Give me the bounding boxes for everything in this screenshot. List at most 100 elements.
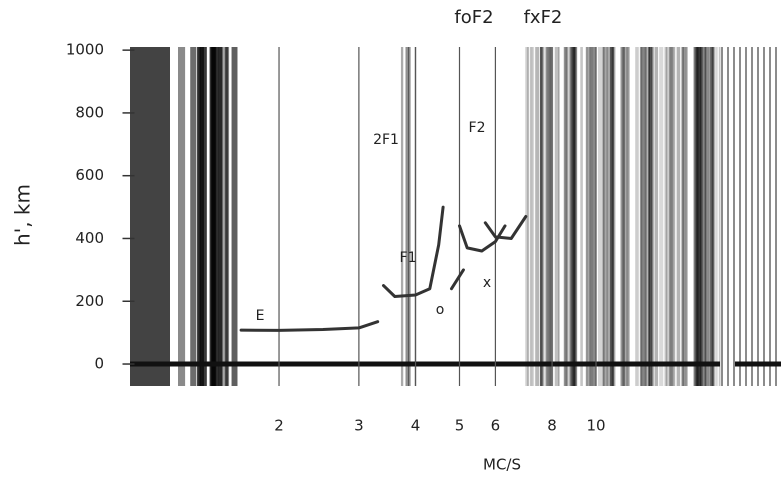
noise-stripe — [642, 47, 646, 386]
noise-stripe — [703, 47, 708, 386]
noise-stripe — [669, 47, 673, 386]
noise-stripe — [648, 47, 653, 386]
noise-stripe — [651, 47, 655, 386]
noise-stripe — [573, 47, 577, 386]
noise-stripe — [654, 47, 659, 386]
y-tick-label: 200 — [75, 292, 104, 310]
noise-stripe — [545, 47, 550, 386]
noise-stripe — [701, 47, 704, 386]
noise-stripe — [564, 47, 569, 386]
noise-stripe — [622, 47, 626, 386]
noise-stripe — [546, 47, 548, 386]
noise-stripe — [708, 47, 711, 386]
noise-stripe — [597, 47, 603, 386]
noise-stripe — [540, 47, 545, 386]
noise-stripe — [697, 47, 702, 386]
noise-stripe — [539, 47, 544, 386]
noise-stripe — [681, 47, 684, 386]
noise-stripe — [554, 47, 560, 386]
noise-stripe — [573, 47, 578, 386]
noise-stripe — [540, 47, 543, 386]
trace — [382, 205, 445, 298]
noise-stripe — [700, 47, 703, 386]
noise-stripe — [718, 47, 721, 386]
noise-stripe — [646, 47, 650, 386]
x-tick-label: 10 — [586, 417, 605, 435]
noise-stripe — [693, 47, 698, 386]
noise-stripe — [224, 47, 228, 386]
trace — [483, 215, 528, 240]
noise-stripe — [546, 47, 551, 386]
noise-stripe — [711, 47, 714, 386]
y-axis-label: h', km — [11, 184, 35, 246]
noise-stripe — [547, 47, 552, 386]
noise-stripe — [602, 47, 605, 386]
noise-stripe — [548, 47, 551, 386]
noise-stripe — [672, 47, 676, 386]
noise-stripe — [199, 47, 204, 386]
noise-stripe — [694, 47, 699, 386]
noise-stripe — [609, 47, 613, 386]
noise-stripe — [589, 47, 593, 386]
y-tick-label: 1000 — [66, 41, 104, 59]
noise-stripe — [570, 47, 575, 386]
noise-stripe — [210, 47, 217, 386]
noise-stripe — [591, 47, 596, 386]
noise-stripe — [648, 47, 651, 386]
noise-stripe — [702, 47, 706, 386]
annotation: F2 — [469, 120, 486, 136]
annotation: F1 — [400, 250, 417, 266]
noise-stripe — [659, 47, 664, 386]
noise-stripe — [217, 47, 223, 386]
x-tick-label: 3 — [354, 417, 364, 435]
noise-stripe — [696, 47, 698, 386]
noise-stripe — [705, 47, 710, 386]
noise-stripe — [602, 47, 606, 386]
noise-stripe — [709, 47, 715, 386]
noise-stripe — [711, 47, 715, 386]
noise-stripe — [231, 47, 238, 386]
noise-stripe — [532, 47, 535, 386]
noise-stripe — [610, 47, 614, 386]
noise-stripe — [405, 47, 409, 386]
noise-stripe — [565, 47, 568, 386]
noise-stripe — [709, 47, 713, 386]
y-tick-label: 800 — [75, 103, 104, 121]
y-tick-label: 0 — [94, 355, 104, 373]
x-tick-label: 2 — [274, 417, 284, 435]
noise-stripe — [635, 47, 639, 386]
noise-stripe — [666, 47, 670, 386]
noise-stripe — [586, 47, 588, 386]
annotation: E — [256, 308, 265, 324]
noise-stripe — [408, 47, 411, 386]
noise-stripe — [697, 47, 702, 386]
noise-stripe — [580, 47, 583, 386]
noise-stripe — [178, 47, 186, 386]
noise-stripe — [202, 47, 207, 386]
noise-stripe — [702, 47, 707, 386]
noise-stripe — [604, 47, 609, 386]
noise-stripe — [695, 47, 698, 386]
noise-stripe — [622, 47, 627, 386]
noise-stripe — [612, 47, 615, 386]
noise-stripe — [607, 47, 611, 386]
y-tick-label: 400 — [75, 229, 104, 247]
noise-stripe — [693, 47, 697, 386]
noise-stripe — [621, 47, 625, 386]
annotation: foF2 — [454, 7, 493, 28]
noise-stripe — [620, 47, 622, 386]
noise-stripe — [640, 47, 643, 386]
noise-stripe — [549, 47, 553, 386]
noise-stripe — [558, 47, 560, 386]
noise-stripe — [683, 47, 687, 386]
noise-stripe — [625, 47, 629, 386]
x-tick-label: 5 — [455, 417, 465, 435]
background-noise — [130, 47, 777, 386]
noise-stripe — [400, 47, 404, 386]
trace — [450, 268, 465, 291]
noise-stripe — [592, 47, 596, 386]
noise-stripe — [568, 47, 571, 386]
dark-band — [130, 47, 170, 386]
x-tick-label: 4 — [411, 417, 421, 435]
